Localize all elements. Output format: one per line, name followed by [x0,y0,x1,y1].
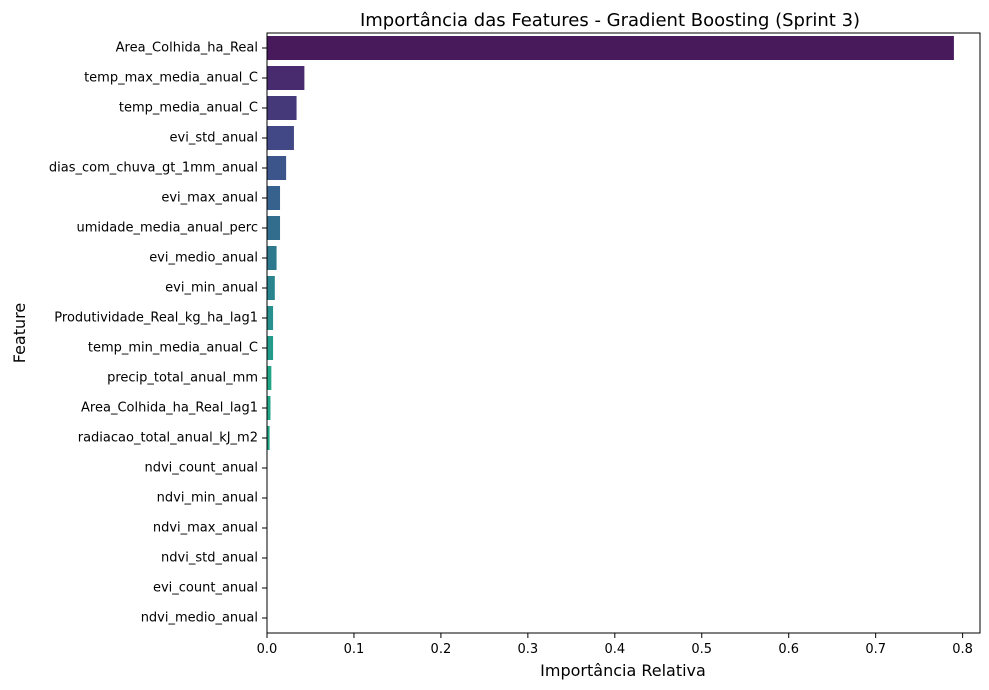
y-tick-label: temp_max_media_anual_C [84,71,258,86]
y-tick-label: temp_min_media_anual_C [88,341,258,356]
bar-Produtividade_Real_kg_ha_lag1 [267,306,274,330]
y-tick-label: ndvi_min_anual [157,491,258,506]
bar-Area_Colhida_ha_Real_lag1 [267,396,271,420]
y-tick-label: temp_media_anual_C [119,101,258,116]
bar-evi_std_anual [267,126,294,150]
y-tick-label: Area_Colhida_ha_Real [116,41,258,56]
x-tick-label: 0.5 [691,642,712,657]
bar-temp_min_media_anual_C [267,336,274,360]
y-tick-label: ndvi_medio_anual [141,611,258,626]
x-tick-label: 0.1 [344,642,365,657]
y-tick-label: evi_count_anual [153,581,258,596]
y-tick-label: ndvi_count_anual [145,461,259,476]
x-tick-label: 0.2 [431,642,452,657]
y-tick-label: radiacao_total_anual_kJ_m2 [78,431,258,446]
x-tick-label: 0.6 [778,642,799,657]
x-tick-labels: 0.0 0.1 0.2 0.3 0.4 0.5 0.6 0.7 0.8 [257,633,973,657]
x-tick-label: 0.0 [257,642,278,657]
bar-evi_max_anual [267,186,281,210]
bar-umidade_media_anual_perc [267,216,281,240]
chart-title: Importância das Features - Gradient Boos… [360,10,860,31]
plot-frame [266,32,981,634]
y-axis-label: Feature [10,303,29,363]
x-tick-label: 0.7 [865,642,886,657]
bar-temp_max_media_anual_C [267,66,305,90]
y-tick-label: umidade_media_anual_perc [77,221,258,236]
y-tick-label: evi_std_anual [170,131,258,146]
y-tick-label: evi_min_anual [165,281,258,296]
y-tick-label: Area_Colhida_ha_Real_lag1 [81,401,258,416]
x-axis-label: Importância Relativa [540,661,706,680]
bar-precip_total_anual_mm [267,366,272,390]
y-tick-label: ndvi_std_anual [161,551,258,566]
bar-evi_min_anual [267,276,275,300]
x-tick-label: 0.8 [952,642,973,657]
y-tick-labels: Area_Colhida_ha_Real temp_max_media_anual… [49,41,267,626]
x-tick-label: 0.4 [604,642,625,657]
bar-temp_media_anual_C [267,96,297,120]
bars-group [267,36,954,450]
y-tick-label: evi_medio_anual [149,251,258,266]
bar-Area_Colhida_ha_Real [267,36,954,60]
y-tick-label: evi_max_anual [161,191,258,206]
bar-evi_medio_anual [267,246,277,270]
y-tick-label: ndvi_max_anual [153,521,258,536]
x-tick-label: 0.3 [518,642,539,657]
y-tick-label: Produtividade_Real_kg_ha_lag1 [54,311,258,326]
bar-radiacao_total_anual_kJ_m2 [267,426,270,450]
y-tick-label: precip_total_anual_mm [107,371,258,386]
y-tick-label: dias_com_chuva_gt_1mm_anual [49,161,258,176]
bar-dias_com_chuva_gt_1mm_anual [267,156,287,180]
